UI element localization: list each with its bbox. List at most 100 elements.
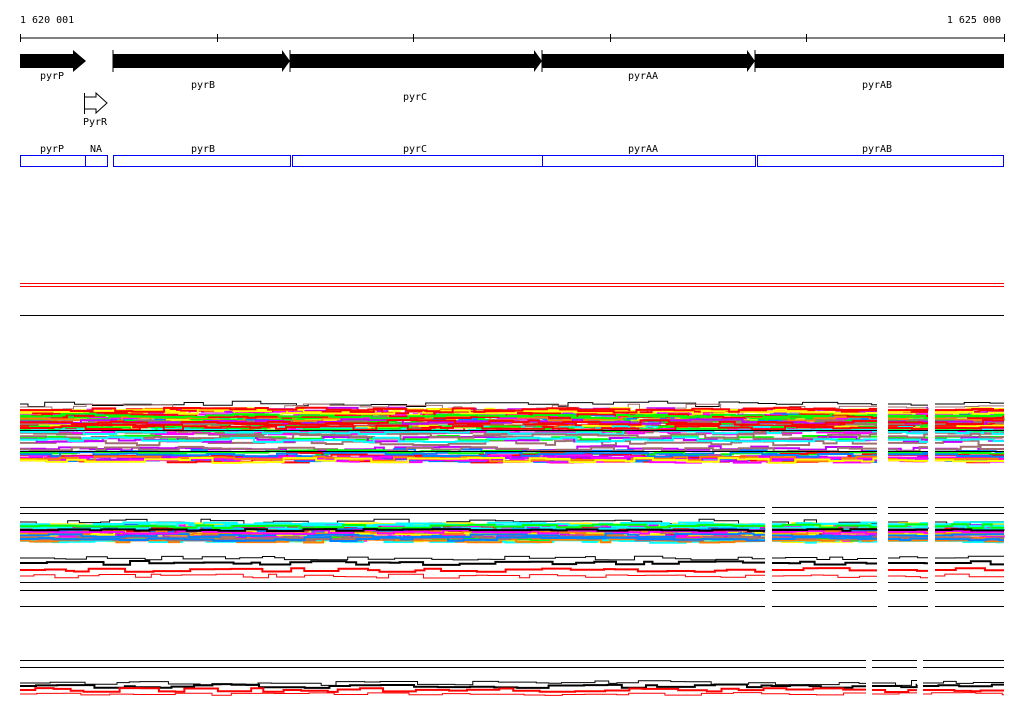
gene-label-pyrP: pyrP (40, 71, 64, 82)
profile-line (20, 573, 765, 579)
profile-line (888, 530, 928, 535)
annotation-label: NA (90, 144, 102, 155)
ruler-start-label: 1 620 001 (20, 15, 74, 26)
profile-line (20, 522, 765, 528)
profile-line (888, 433, 928, 439)
profile-line (888, 403, 928, 406)
gene-label-pyrC: pyrC (403, 92, 427, 103)
gene-label-pyrAA: pyrAA (628, 71, 658, 82)
profile-line (935, 408, 1004, 412)
profile-line (935, 523, 1004, 529)
profile-line (20, 432, 877, 440)
gene-arrow-PyrR[interactable] (84, 91, 108, 115)
profile-line (20, 518, 765, 526)
profile-line (888, 430, 928, 435)
profile-line (935, 523, 1004, 528)
profile-line (20, 436, 877, 444)
annotation-box-pyrAA[interactable] (542, 155, 756, 167)
profile-line (935, 426, 1004, 430)
profile-line (20, 451, 877, 458)
profile-line (935, 453, 1004, 458)
profile-line (772, 528, 877, 532)
profile-line (20, 524, 765, 531)
profile-line (20, 445, 877, 453)
profile-line (888, 569, 928, 572)
profile-line (20, 692, 866, 696)
profile-line (923, 683, 1004, 688)
profile-line (872, 683, 918, 689)
profile-line (20, 419, 877, 426)
profile-line (20, 555, 765, 561)
profile-line (772, 530, 877, 535)
profile-line (935, 413, 1004, 418)
annotation-label: pyrP (40, 144, 64, 155)
profile-line (772, 560, 877, 566)
annotation-box-NA[interactable] (85, 155, 108, 167)
profile-line (923, 692, 1004, 696)
profile-line (20, 412, 877, 420)
profile-line (20, 567, 765, 573)
profile-line (772, 523, 877, 529)
profile-line (935, 567, 1004, 572)
profile-line (772, 567, 877, 572)
profile-line (20, 403, 877, 411)
profile-line (888, 575, 928, 579)
profile-line (772, 536, 877, 540)
annotation-label: pyrC (403, 144, 427, 155)
profile-line (872, 680, 917, 686)
profile-line (935, 402, 1004, 405)
profile-line (772, 574, 877, 578)
profile-line (935, 432, 1004, 439)
profile-line (20, 560, 765, 566)
profile-line (888, 414, 928, 420)
profile-line (935, 418, 1004, 425)
gene-label-pyrB: pyrB (191, 80, 215, 91)
annotation-box-pyrB[interactable] (113, 155, 291, 167)
profile-line (872, 689, 917, 693)
gene-arrow-pyrP[interactable] (20, 50, 86, 72)
gene-label-pyrAB: pyrAB (862, 80, 892, 91)
profile-line (888, 534, 928, 537)
profile-line (935, 530, 1004, 533)
profile-line (935, 451, 1005, 455)
profile-line (888, 421, 928, 425)
profile-line (888, 556, 928, 559)
profile-line (935, 538, 1004, 542)
annotation-box-pyrC[interactable] (292, 155, 543, 167)
profile-line (923, 680, 1004, 684)
profile-line (935, 459, 1004, 463)
profile-line (20, 683, 866, 689)
profile-line (888, 427, 928, 430)
profile-line (20, 449, 877, 456)
profile-line (935, 521, 1004, 526)
gene-arrow-pyrB[interactable] (113, 50, 290, 72)
profile-line (888, 452, 928, 456)
profile-line (20, 687, 866, 693)
ruler-end-label: 1 625 000 (947, 15, 1001, 26)
gene-arrow-pyrAB[interactable] (755, 54, 1004, 68)
profile-line (935, 528, 1005, 532)
profile-line (935, 438, 1004, 443)
annotation-box-pyrAB[interactable] (757, 155, 1004, 167)
profile-line (923, 689, 1004, 693)
profile-line (935, 428, 1004, 435)
profile-line (772, 556, 877, 560)
annotation-track: pyrP NA pyrB pyrC pyrAA pyrAB (20, 144, 1004, 167)
profile-line (20, 457, 877, 464)
expression-profile-tracks (20, 400, 1005, 696)
profile-line (935, 573, 1004, 578)
annotation-label: pyrB (191, 144, 215, 155)
profile-line (20, 400, 877, 407)
coordinate-ruler: 1 620 001 1 625 000 (20, 15, 1005, 42)
profile-line (20, 523, 765, 530)
profile-line (888, 438, 928, 443)
profile-line (888, 537, 928, 541)
annotation-box-pyrP[interactable] (20, 155, 86, 167)
gene-arrow-pyrAA[interactable] (542, 50, 755, 72)
gene-arrow-pyrC[interactable] (290, 50, 542, 72)
profile-line (20, 406, 877, 414)
profile-line (888, 456, 928, 460)
profile-line (772, 538, 877, 542)
profile-line (772, 533, 877, 538)
profile-line (935, 405, 1004, 408)
